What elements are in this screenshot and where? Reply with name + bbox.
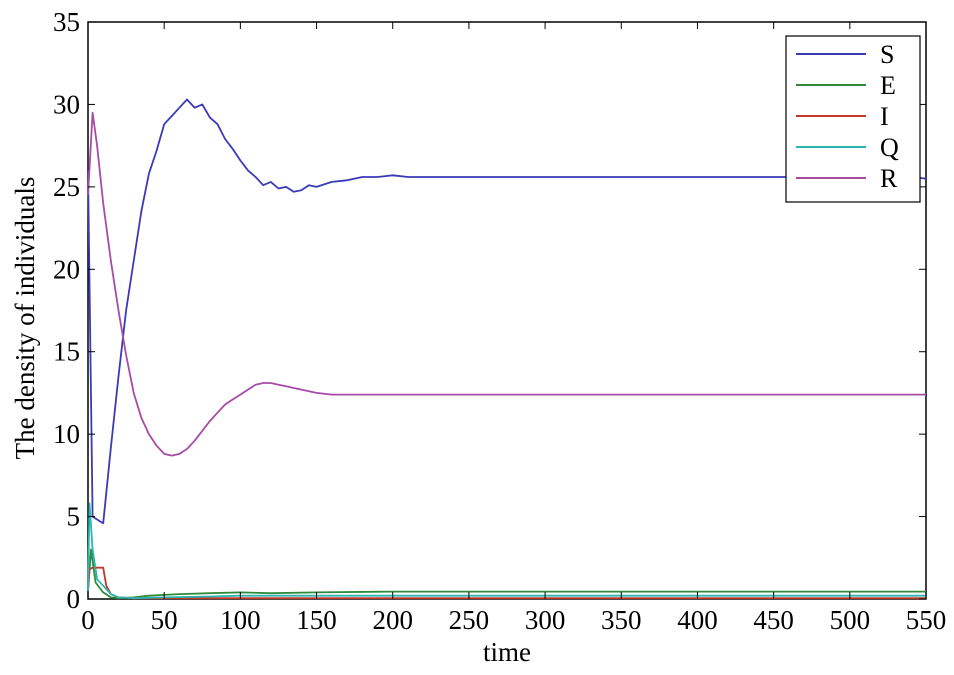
series-layer <box>87 98 927 600</box>
y-tick-label: 0 <box>67 584 81 614</box>
x-tick-label: 200 <box>372 605 413 635</box>
y-tick-label: 35 <box>53 7 80 37</box>
x-tick-label: 550 <box>906 605 947 635</box>
ticks-layer: 0 50 100 150 200 250 300 350 400 450 500 550 0 5 10 15 2… <box>53 7 946 635</box>
y-axis-label: The density of individuals <box>10 177 40 460</box>
legend-label-E: E <box>880 71 896 100</box>
x-tick-label: 250 <box>449 605 490 635</box>
series-line-R <box>87 111 926 457</box>
x-tick-label: 350 <box>601 605 642 635</box>
legend-label-Q: Q <box>880 133 899 162</box>
y-tick-label: 30 <box>53 89 80 119</box>
x-tick-label: 150 <box>296 605 337 635</box>
legend-label-S: S <box>880 40 894 69</box>
x-tick-label: 400 <box>677 605 718 635</box>
legend-box <box>785 35 921 203</box>
x-tick-label: 300 <box>525 605 566 635</box>
y-tick-label: 20 <box>53 254 80 284</box>
legend-label-R: R <box>880 164 898 193</box>
y-tick-label: 25 <box>53 172 80 202</box>
y-tick-label: 5 <box>67 502 81 532</box>
series-line-S <box>87 98 927 525</box>
x-tick-label: 500 <box>830 605 871 635</box>
y-tick-label: 15 <box>53 337 80 367</box>
x-axis-label: time <box>483 637 531 667</box>
x-tick-label: 450 <box>753 605 794 635</box>
legend-label-I: I <box>880 102 889 131</box>
x-tick-label: 50 <box>151 605 178 635</box>
series-line-E <box>87 548 926 600</box>
x-tick-label: 100 <box>220 605 261 635</box>
y-tick-label: 10 <box>53 419 80 449</box>
x-tick-label: 0 <box>81 605 95 635</box>
